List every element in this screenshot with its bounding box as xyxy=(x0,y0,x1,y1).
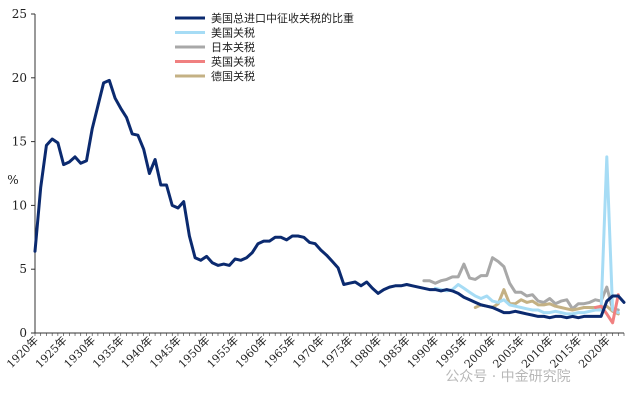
y-tick-label: 10 xyxy=(12,198,27,212)
chart-axes xyxy=(34,14,624,334)
chart-series xyxy=(33,78,626,325)
legend-label: 日本关税 xyxy=(211,40,255,54)
legend-label: 美国关税 xyxy=(211,26,255,40)
y-axis-ticks: 0 5 10 15 20 25 xyxy=(12,7,35,340)
x-axis-ticks: 1920年1925年1930年1935年1940年1945年1950年1955年… xyxy=(4,333,625,371)
legend-label: 英国关税 xyxy=(211,55,255,69)
series-line-4 xyxy=(593,293,620,325)
legend-label: 德国关税 xyxy=(211,69,255,83)
x-tick-label: 2020年 xyxy=(575,333,612,370)
series-line-3 xyxy=(422,256,620,312)
y-tick-label: 25 xyxy=(12,7,27,21)
y-tick-label: 0 xyxy=(19,326,27,340)
series-line-1 xyxy=(33,78,626,320)
y-axis-label: % xyxy=(7,173,18,187)
legend-label: 美国总进口中征收关税的比重 xyxy=(211,11,354,25)
y-tick-label: 5 xyxy=(19,262,27,276)
y-tick-label: 15 xyxy=(12,135,27,149)
y-tick-label: 20 xyxy=(12,71,27,85)
series-line-2 xyxy=(433,155,620,316)
watermark-text: 公众号 · 中金研究院 xyxy=(445,369,570,385)
